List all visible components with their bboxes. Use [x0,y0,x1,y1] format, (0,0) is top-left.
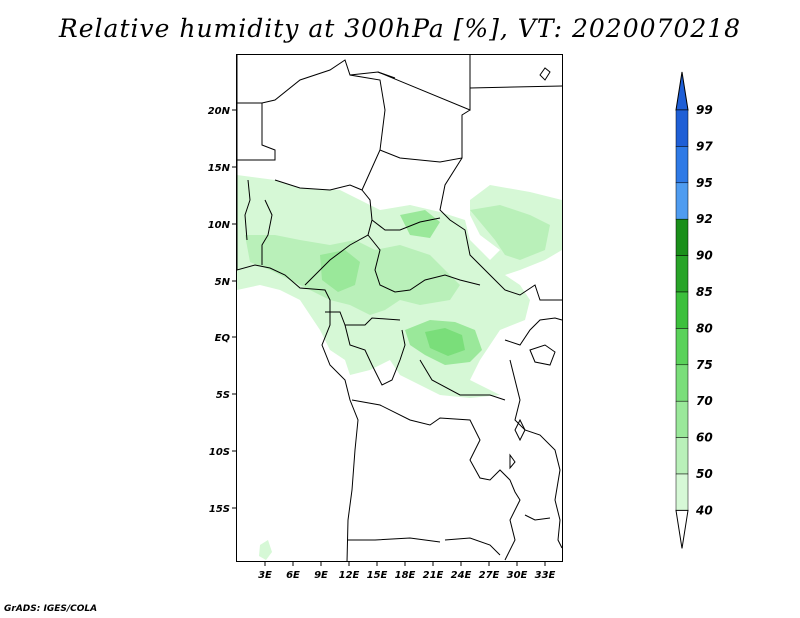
lon-label: 3E [258,570,272,581]
colorbar-segment [675,255,689,293]
colorbar-label: 95 [696,176,713,190]
grads-credit: GrADS: IGES/COLA [4,604,98,614]
colorbar-segment [675,291,689,329]
lon-label: 6E [286,570,300,581]
longitude-axis: 3E 6E 9E 12E 15E 18E 21E 24E 27E 30E 33E [258,562,556,581]
lat-label: 10S [209,447,230,458]
lat-label: 15S [209,504,230,515]
lon-label: 12E [339,570,360,581]
colorbar-label: 40 [695,503,713,517]
humidity-field [237,175,562,560]
lon-label: 24E [451,570,472,581]
colorbar-over-triangle [675,71,689,111]
country-borders [236,55,563,563]
lon-label: 18E [395,570,416,581]
latitude-axis: 20N 15N 10N 5N EQ 5S 10S 15S [208,106,236,515]
lon-label: 9E [314,570,328,581]
colorbar-label: 75 [696,358,713,372]
colorbar-segment [675,473,689,511]
colorbar-label: 70 [696,394,713,408]
colorbar-segment [675,218,689,256]
lat-label: 5S [216,390,230,401]
lat-label: 15N [208,163,231,174]
lon-label: 27E [479,570,500,581]
map-frame [236,54,563,562]
colorbar-segment [675,109,689,147]
colorbar-label: 97 [696,139,713,153]
lon-label: 21E [423,570,444,581]
colorbar-label: 90 [696,249,713,263]
colorbar-label: 92 [696,212,713,226]
lat-label: 20N [208,106,231,117]
colorbar-label: 85 [696,285,713,299]
chart-title: Relative humidity at 300hPa [%], VT: 202… [58,14,742,43]
lon-label: 33E [535,570,556,581]
colorbar-segment [675,328,689,366]
colorbar: 99 97 95 92 90 85 80 75 70 60 50 40 [675,71,713,549]
colorbar-label: 99 [696,103,713,117]
colorbar-label: 80 [696,321,713,335]
lat-label: EQ [215,333,231,344]
colorbar-label: 50 [696,467,713,481]
colorbar-segment [675,364,689,402]
colorbar-segment [675,146,689,184]
lon-label: 15E [367,570,388,581]
colorbar-under-triangle [675,509,689,549]
colorbar-segment [675,400,689,438]
colorbar-segment [675,437,689,475]
colorbar-segment [675,182,689,220]
lat-label: 10N [208,220,231,231]
lat-label: 5N [215,277,231,288]
lon-label: 30E [507,570,528,581]
colorbar-label: 60 [696,431,713,445]
